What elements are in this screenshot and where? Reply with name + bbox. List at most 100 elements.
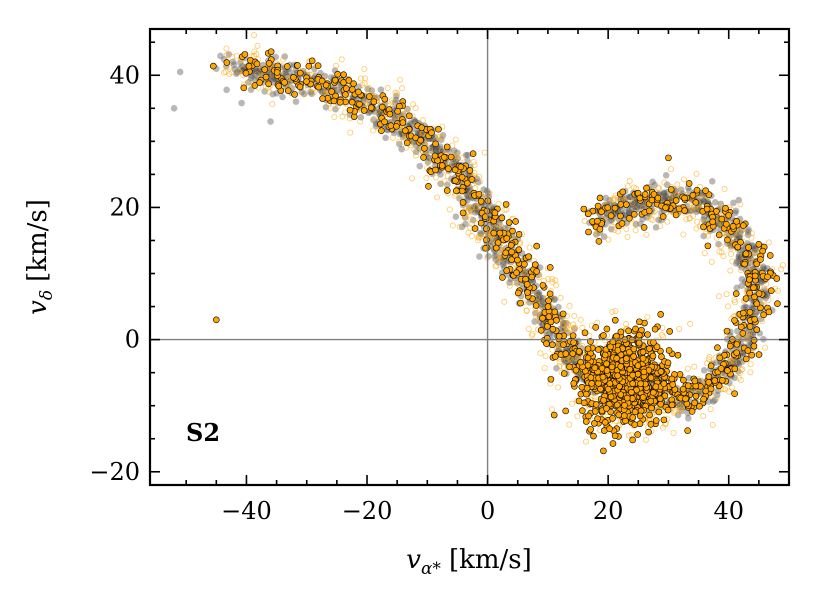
hollow-point: [705, 356, 712, 363]
background-point: [713, 359, 720, 366]
y-tick-label: −20: [89, 458, 140, 486]
selected-point: [630, 211, 638, 218]
selected-point: [420, 154, 427, 161]
hollow-point: [625, 432, 632, 439]
selected-point: [251, 82, 259, 89]
selected-point: [723, 327, 731, 335]
background-point: [234, 68, 241, 76]
selected-point: [594, 346, 602, 353]
selected-point: [581, 329, 589, 337]
selected-point: [583, 385, 591, 392]
hollow-point: [501, 206, 508, 213]
hollow-point: [269, 101, 276, 108]
selected-point: [403, 139, 411, 147]
selected-point: [580, 205, 588, 213]
hollow-point: [642, 436, 649, 443]
hollow-point: [374, 107, 381, 114]
background-point: [462, 220, 469, 228]
selected-point: [732, 290, 740, 297]
hollow-point: [419, 130, 426, 137]
selected-point: [590, 432, 597, 440]
hollow-point: [444, 172, 451, 179]
background-point: [600, 233, 608, 241]
selected-point: [537, 326, 545, 334]
hollow-point: [411, 146, 418, 153]
selected-point: [464, 179, 471, 187]
background-point: [437, 136, 445, 144]
selected-point: [370, 98, 378, 105]
hollow-point: [397, 76, 404, 83]
selected-point: [443, 143, 451, 151]
hollow-point: [728, 384, 735, 391]
selected-point: [432, 140, 439, 148]
selected-point: [657, 368, 665, 375]
selected-point: [551, 308, 559, 316]
background-point: [696, 388, 704, 395]
selected-point: [242, 69, 250, 77]
background-point: [432, 146, 440, 154]
background-point: [685, 187, 693, 195]
background-point: [709, 398, 717, 405]
selected-point: [645, 207, 653, 215]
hollow-point: [566, 421, 573, 428]
selected-point: [521, 260, 528, 268]
selected-point: [674, 351, 682, 359]
selected-point: [646, 345, 653, 352]
selected-point: [640, 368, 648, 376]
selected-point: [502, 249, 510, 257]
selected-point: [703, 205, 711, 213]
hollow-point: [470, 158, 477, 165]
hollow-point: [493, 255, 500, 262]
selected-point: [562, 350, 570, 357]
hollow-point: [586, 332, 593, 339]
selected-point: [498, 214, 506, 222]
hollow-point: [409, 175, 416, 182]
hollow-point: [703, 229, 710, 236]
selected-point: [616, 383, 623, 390]
background-point: [238, 99, 245, 107]
hollow-point: [611, 218, 618, 225]
hollow-point: [691, 363, 698, 370]
selected-point: [265, 60, 273, 67]
selected-point: [508, 248, 515, 256]
selected-point: [600, 447, 607, 455]
selected-point: [453, 187, 460, 195]
hollow-point: [239, 65, 246, 72]
selected-point: [512, 218, 519, 225]
background-point: [247, 74, 255, 82]
selected-point: [598, 208, 605, 215]
selected-point: [653, 343, 661, 351]
background-point: [176, 68, 184, 76]
selected-point: [639, 394, 647, 401]
selected-point: [315, 83, 322, 91]
hollow-point: [228, 53, 235, 60]
hollow-point: [694, 218, 701, 225]
selected-point: [614, 346, 622, 354]
selected-point: [284, 87, 292, 94]
selected-point: [643, 184, 650, 192]
selected-point: [731, 317, 738, 324]
hollow-point: [434, 194, 441, 201]
hollow-point: [677, 407, 684, 414]
hollow-point: [737, 201, 744, 208]
hollow-point: [676, 325, 683, 332]
hollow-point: [690, 212, 697, 219]
selected-point: [629, 414, 637, 421]
selected-point: [631, 408, 639, 416]
selected-point: [691, 377, 699, 385]
selected-point: [757, 256, 764, 263]
selected-point: [281, 79, 288, 86]
selected-point: [387, 122, 395, 129]
selected-point: [582, 418, 590, 425]
selected-point: [584, 361, 592, 369]
hollow-point: [465, 229, 472, 236]
background-point: [652, 224, 660, 231]
background-point: [170, 105, 178, 112]
selected-point: [545, 313, 553, 320]
hollow-point: [226, 70, 233, 77]
selected-point: [600, 332, 607, 339]
hollow-point: [687, 320, 694, 327]
selected-point: [629, 371, 636, 379]
selected-point: [533, 242, 540, 250]
hollow-point: [716, 248, 723, 255]
